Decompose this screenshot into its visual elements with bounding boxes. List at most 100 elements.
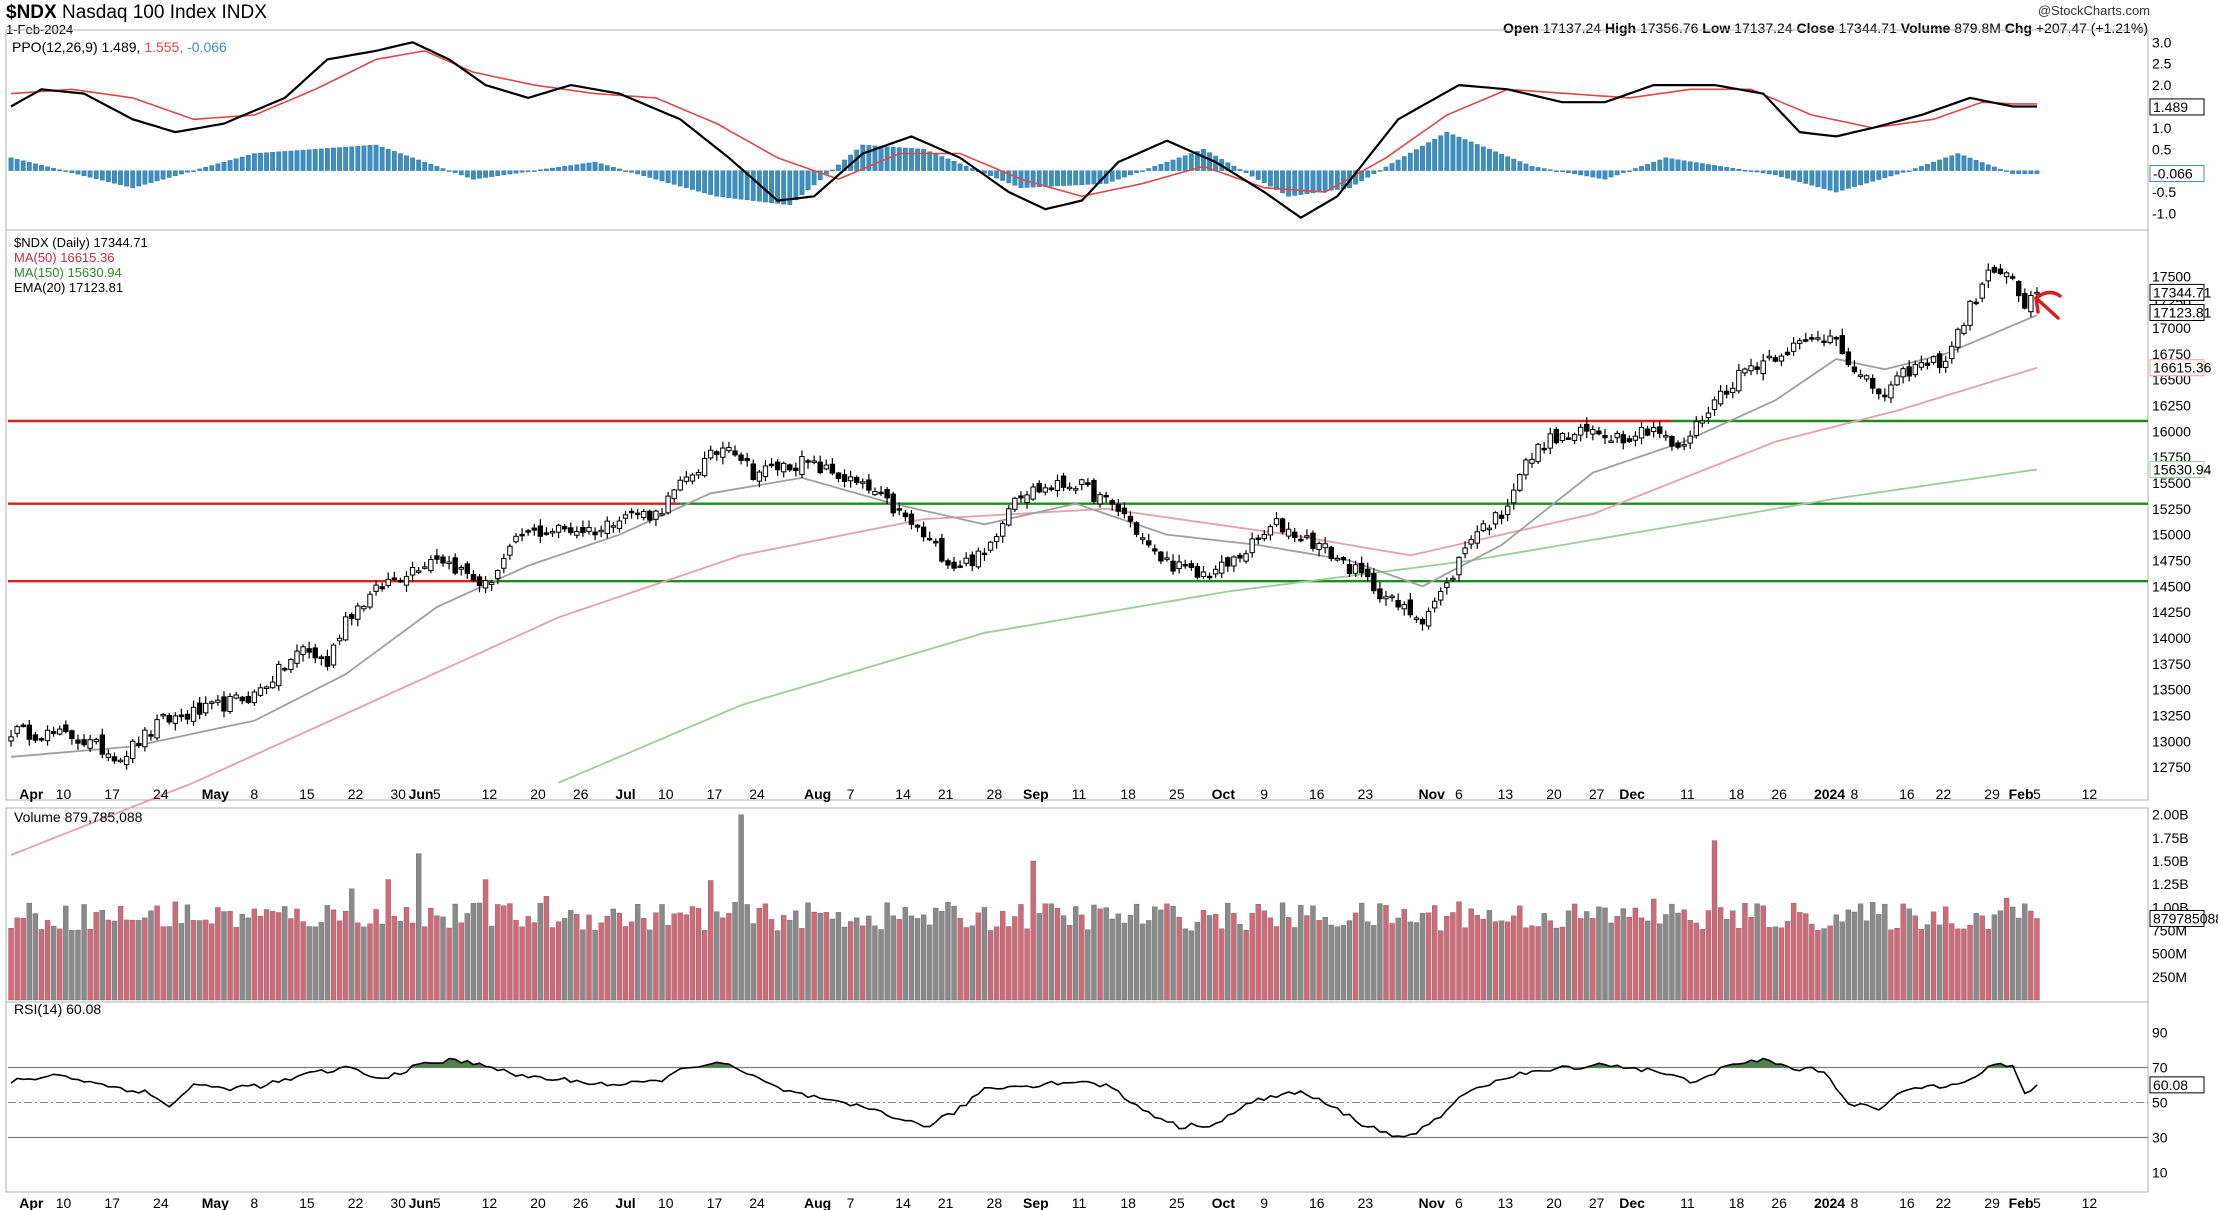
- volume-bar: [1669, 903, 1675, 1001]
- candle-body: [1565, 437, 1572, 440]
- candle-body: [750, 463, 756, 480]
- volume-bar: [26, 902, 32, 1001]
- x-axis-label: 11: [1680, 786, 1695, 802]
- ppo-histogram-bar: [1152, 166, 1158, 171]
- candle-body: [1267, 526, 1274, 536]
- ppo-histogram-bar: [732, 170, 738, 199]
- x-axis-label-bottom: 24: [153, 1195, 169, 1210]
- ppo-histogram-bar: [112, 170, 117, 184]
- candle-body: [1602, 435, 1608, 439]
- candle-body: [1146, 540, 1152, 546]
- volume-bar: [1304, 915, 1310, 1001]
- volume-bar: [1632, 907, 1639, 1001]
- ppo-histogram-bar: [1407, 152, 1413, 171]
- volume-bar: [300, 921, 306, 1001]
- ppo-histogram-bar: [215, 163, 221, 171]
- volume-bar: [817, 912, 823, 1001]
- volume-bar: [470, 903, 477, 1001]
- open-value: 17137.24: [1542, 20, 1602, 36]
- ppo-histogram-bar: [574, 164, 580, 171]
- ppo-histogram-bar: [233, 158, 239, 171]
- volume-bar: [720, 917, 726, 1001]
- ppo-histogram-bar: [1541, 168, 1547, 171]
- volume-bar: [2034, 918, 2040, 1001]
- volume-bar: [276, 912, 282, 1001]
- open-label: Open: [1503, 20, 1539, 36]
- x-axis-label: 20: [530, 786, 546, 802]
- ppo-histogram-bar: [744, 170, 750, 201]
- ppo-histogram-bar: [653, 170, 659, 180]
- candle-body: [1943, 360, 1949, 369]
- ppo-legend-part: PPO(12,26,9) 1.489,: [12, 39, 144, 55]
- ppo-histogram-bar: [1201, 149, 1206, 171]
- candle-body: [878, 491, 884, 495]
- volume-bar: [1900, 903, 1906, 1001]
- candle-body: [1413, 617, 1420, 620]
- volume-bar: [69, 929, 75, 1001]
- volume-bar: [154, 905, 160, 1001]
- candle-body: [1784, 351, 1791, 356]
- volume-bar: [1042, 903, 1048, 1001]
- candle-body: [555, 524, 562, 533]
- candle-body: [50, 730, 57, 734]
- candle-body: [1985, 269, 1991, 282]
- x-axis-label: 8: [1850, 786, 1858, 802]
- ppo-histogram-bar: [63, 170, 69, 172]
- candle-body: [1723, 390, 1730, 395]
- candle-body: [756, 471, 763, 482]
- x-axis-label: 5: [433, 786, 441, 802]
- ppo-histogram-bar: [1493, 151, 1498, 171]
- candle-body: [2009, 276, 2016, 279]
- ppo-histogram-bar: [1712, 165, 1717, 171]
- x-axis-label: 8: [250, 786, 258, 802]
- volume-bar: [1851, 911, 1858, 1001]
- price-legend-item: MA(150) 15630.94: [14, 265, 122, 280]
- ema20-last-label: 17123.81: [2153, 305, 2212, 321]
- volume-bar: [1772, 926, 1779, 1001]
- volume-bar: [598, 922, 604, 1001]
- x-axis-label-bottom: 28: [987, 1195, 1003, 1210]
- ppo-histogram-bar: [1207, 152, 1212, 171]
- candle-body: [701, 458, 708, 477]
- price-legend-item: MA(50) 16615.36: [14, 250, 114, 265]
- volume-bar: [1419, 913, 1426, 1001]
- ppo-histogram-bar: [1602, 170, 1608, 180]
- ppo-histogram-bar: [982, 170, 987, 174]
- x-axis-label: 27: [1589, 786, 1605, 802]
- candle-body: [683, 476, 690, 482]
- ppo-histogram-bar: [1803, 170, 1809, 184]
- candle-body: [1997, 268, 2004, 275]
- candle-body: [829, 463, 836, 474]
- ppo-histogram-bar: [568, 165, 574, 171]
- ppo-histogram-bar: [464, 170, 470, 178]
- ppo-histogram-bar: [1505, 156, 1511, 171]
- rsi-overbought-fill: [11, 1058, 2037, 1068]
- volume-bar: [482, 879, 489, 1001]
- ppo-histogram-bar: [1614, 170, 1620, 176]
- volume-legend: Volume 879,785,088: [14, 809, 143, 825]
- x-axis-label-bottom: 20: [530, 1195, 546, 1210]
- candle-body: [1219, 561, 1225, 574]
- ppo-histogram-bar: [1109, 170, 1115, 182]
- ppo-histogram-bar: [1328, 170, 1334, 191]
- ppo-histogram-bar: [349, 146, 355, 171]
- ppo-histogram-bar: [1474, 144, 1480, 171]
- volume-bar: [1146, 920, 1152, 1001]
- candle-body: [1967, 300, 1973, 327]
- price-tick-label: 15500: [2152, 475, 2191, 491]
- volume-bar: [847, 921, 854, 1001]
- ppo-histogram-bar: [410, 157, 415, 171]
- volume-bar: [1833, 914, 1839, 1001]
- chg-label: Chg: [2004, 20, 2033, 36]
- ppo-histogram-bar: [343, 146, 349, 171]
- candle-body: [1024, 494, 1030, 504]
- price-tick-label: 14000: [2152, 630, 2191, 646]
- ppo-histogram-bar: [1669, 158, 1675, 171]
- candle-body: [276, 663, 282, 687]
- ppo-histogram-bar: [1876, 170, 1882, 180]
- candle-body: [1085, 482, 1091, 486]
- x-axis-label: 22: [1936, 786, 1952, 802]
- ppo-histogram-bar: [1608, 170, 1614, 178]
- volume-bar: [574, 914, 580, 1001]
- volume-bar: [1219, 928, 1225, 1001]
